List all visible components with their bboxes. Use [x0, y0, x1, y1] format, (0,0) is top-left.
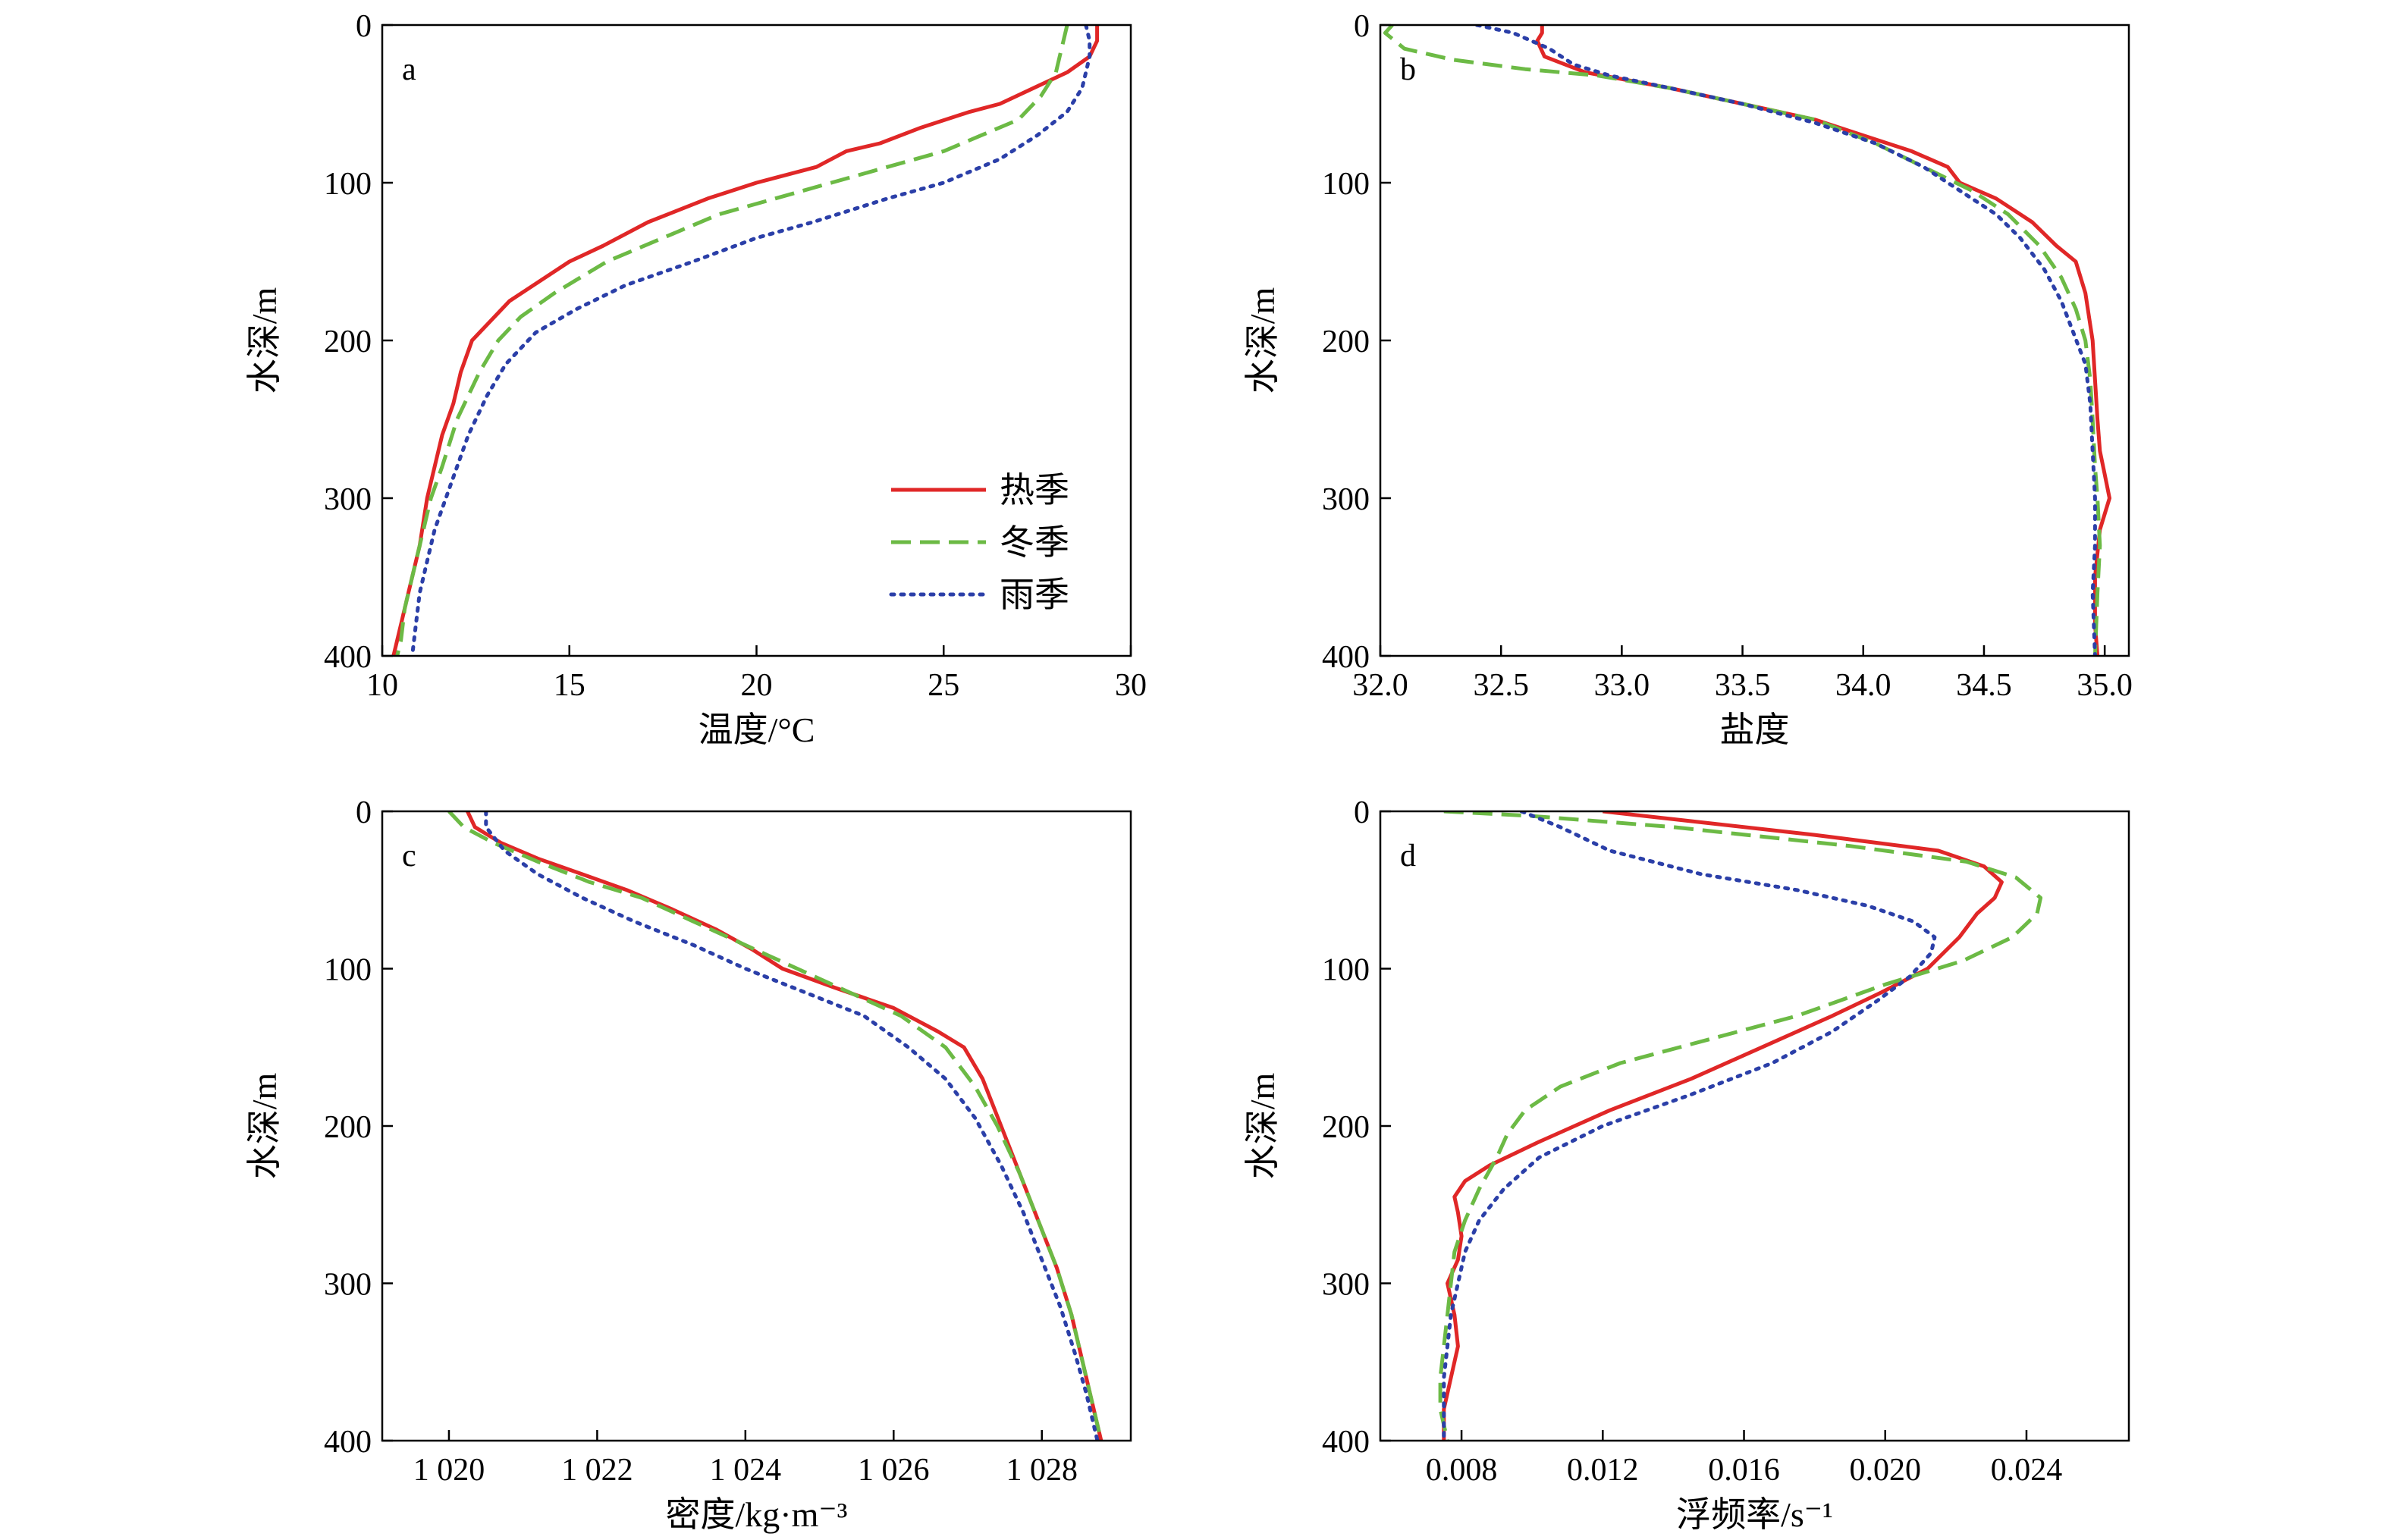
y-tick-label: 400 [1322, 1425, 1370, 1460]
y-tick-label: 0 [356, 9, 372, 44]
series-line-cold [395, 25, 1069, 656]
y-axis-label: 水深/m [245, 1073, 284, 1180]
panel-d: 0.008 0.012 0.016 0.020 0.024 0 100 200 300 400 浮频… [1243, 795, 2130, 1534]
y-axis-label: 水深/m [1243, 1073, 1282, 1180]
plot-frame [381, 810, 1132, 1442]
y-tick-label: 0 [1354, 795, 1370, 830]
x-axis-label: 温度/°C [698, 710, 815, 749]
x-tick-label: 15 [554, 668, 585, 703]
series-line-cold [447, 811, 1103, 1441]
x-tick-label: 1 028 [1006, 1453, 1078, 1488]
x-tick-label: 33.5 [1715, 668, 1771, 703]
x-tick-label: 10 [366, 668, 398, 703]
y-tick-label: 200 [324, 1110, 372, 1145]
series-line-rain [1474, 25, 2097, 656]
legend-label-hot: 热季 [1000, 471, 1069, 510]
x-tick-label: 25 [928, 668, 959, 703]
x-tick-label: 1 020 [413, 1453, 485, 1488]
y-tick-label: 400 [324, 1425, 372, 1460]
panel-c: 1 020 1 022 1 024 1 026 1 028 0 100 200 300 400 密度… [245, 795, 1132, 1534]
x-tick-label: 1 026 [858, 1453, 930, 1488]
x-tick-label: 32.5 [1473, 668, 1529, 703]
series-line-hot [391, 25, 1100, 656]
y-tick-label: 100 [324, 953, 372, 988]
y-axis-label: 水深/m [1243, 287, 1282, 394]
x-tick-label: 0.016 [1708, 1453, 1780, 1488]
legend-label-rain: 雨季 [1000, 576, 1069, 614]
x-tick-label: 0.008 [1426, 1453, 1498, 1488]
panel-label: d [1400, 839, 1416, 874]
x-tick-label: 0.012 [1567, 1453, 1639, 1488]
plot-frame [1379, 24, 2130, 657]
series-line-cold [1438, 811, 2043, 1441]
x-axis-label: 盐度 [1720, 710, 1790, 749]
x-tick-label: 1 022 [561, 1453, 633, 1488]
x-tick-label: 34.0 [1835, 668, 1891, 703]
panel-label: c [402, 839, 416, 874]
y-tick-label: 300 [1322, 1268, 1370, 1303]
x-tick-label: 32.0 [1352, 668, 1408, 703]
series-line-rain [484, 811, 1100, 1441]
x-tick-label: 33.0 [1594, 668, 1650, 703]
y-tick-label: 300 [1322, 482, 1370, 517]
panel-label: b [1400, 52, 1416, 87]
y-tick-label: 200 [1322, 325, 1370, 359]
y-tick-label: 300 [324, 1268, 372, 1303]
x-tick-label: 35.0 [2077, 668, 2133, 703]
y-tick-label: 0 [1354, 9, 1370, 44]
y-tick-label: 400 [1322, 640, 1370, 675]
y-tick-label: 100 [324, 167, 372, 202]
series-line-hot [466, 811, 1103, 1441]
panel-b: 32.0 32.5 33.0 33.5 34.0 34.5 35.0 0 100 200 300 40… [1243, 9, 2133, 749]
x-tick-label: 20 [741, 668, 773, 703]
plot-frame [1379, 810, 2130, 1442]
y-tick-label: 300 [324, 482, 372, 517]
y-tick-label: 200 [324, 325, 372, 359]
y-tick-label: 100 [1322, 953, 1370, 988]
series-line-rain [1442, 811, 1937, 1441]
x-tick-label: 30 [1115, 668, 1147, 703]
y-axis-label: 水深/m [245, 287, 284, 394]
panel-label: a [402, 52, 416, 87]
legend-label-cold: 冬季 [1000, 523, 1069, 562]
x-axis-label: 密度/kg·m⁻³ [666, 1495, 848, 1534]
y-tick-label: 200 [1322, 1110, 1370, 1145]
series-line-hot [1535, 25, 2111, 656]
x-axis-label: 浮频率/s⁻¹ [1676, 1495, 1833, 1534]
x-tick-label: 1 024 [710, 1453, 782, 1488]
y-tick-label: 400 [324, 640, 372, 675]
series-line-rain [410, 25, 1092, 656]
series-line-cold [1383, 25, 2102, 656]
series-line-hot [1442, 811, 2004, 1441]
x-tick-label: 34.5 [1956, 668, 2012, 703]
x-tick-label: 0.024 [1991, 1453, 2063, 1488]
y-tick-label: 0 [356, 795, 372, 830]
x-tick-label: 0.020 [1850, 1453, 1922, 1488]
y-tick-label: 100 [1322, 167, 1370, 202]
